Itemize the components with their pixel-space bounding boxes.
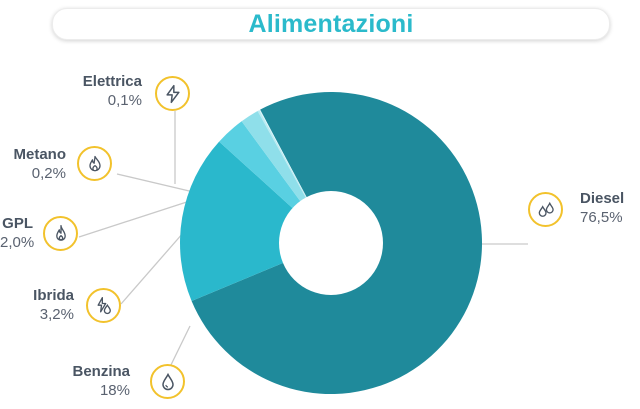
label-gpl: GPL 2,0%	[0, 214, 35, 252]
slice-value: 76,5%	[580, 209, 623, 226]
slice-name: GPL	[2, 215, 33, 232]
lightning-icon	[155, 76, 190, 111]
label-benzina: Benzina 18%	[0, 362, 130, 400]
water-drops-icon	[528, 192, 563, 227]
slice-value: 0,1%	[107, 92, 142, 109]
drop-icon	[150, 364, 185, 399]
label-elettrica: Elettrica 0,1%	[40, 72, 142, 110]
label-diesel: Diesel 76,5%	[580, 189, 638, 227]
gas-flame-icon	[43, 216, 78, 251]
slice-benzina	[180, 141, 331, 302]
slice-name: Benzina	[72, 363, 130, 380]
slice-name: Diesel	[580, 190, 625, 207]
leader-line-ibrida	[120, 224, 191, 305]
slice-value: 0,2%	[31, 165, 66, 182]
slice-value: 18%	[99, 382, 130, 399]
flame-icon	[77, 146, 112, 181]
slice-name: Metano	[13, 146, 67, 163]
bolt-drop-icon	[86, 288, 121, 323]
label-ibrida: Ibrida 3,2%	[0, 286, 74, 324]
slice-value: 3,2%	[39, 306, 74, 323]
leader-line-gpl	[78, 198, 197, 238]
label-metano: Metano 0,2%	[0, 145, 67, 183]
donut-hole	[279, 191, 383, 295]
leader-line-metano	[116, 173, 203, 195]
leader-line-benzina	[167, 325, 191, 372]
chart-title: Alimentazioni	[248, 9, 414, 38]
slice-name: Elettrica	[82, 73, 142, 90]
title-banner: Alimentazioni	[52, 8, 610, 40]
slice-value: 2,0%	[0, 234, 35, 251]
slice-name: Ibrida	[33, 287, 74, 304]
